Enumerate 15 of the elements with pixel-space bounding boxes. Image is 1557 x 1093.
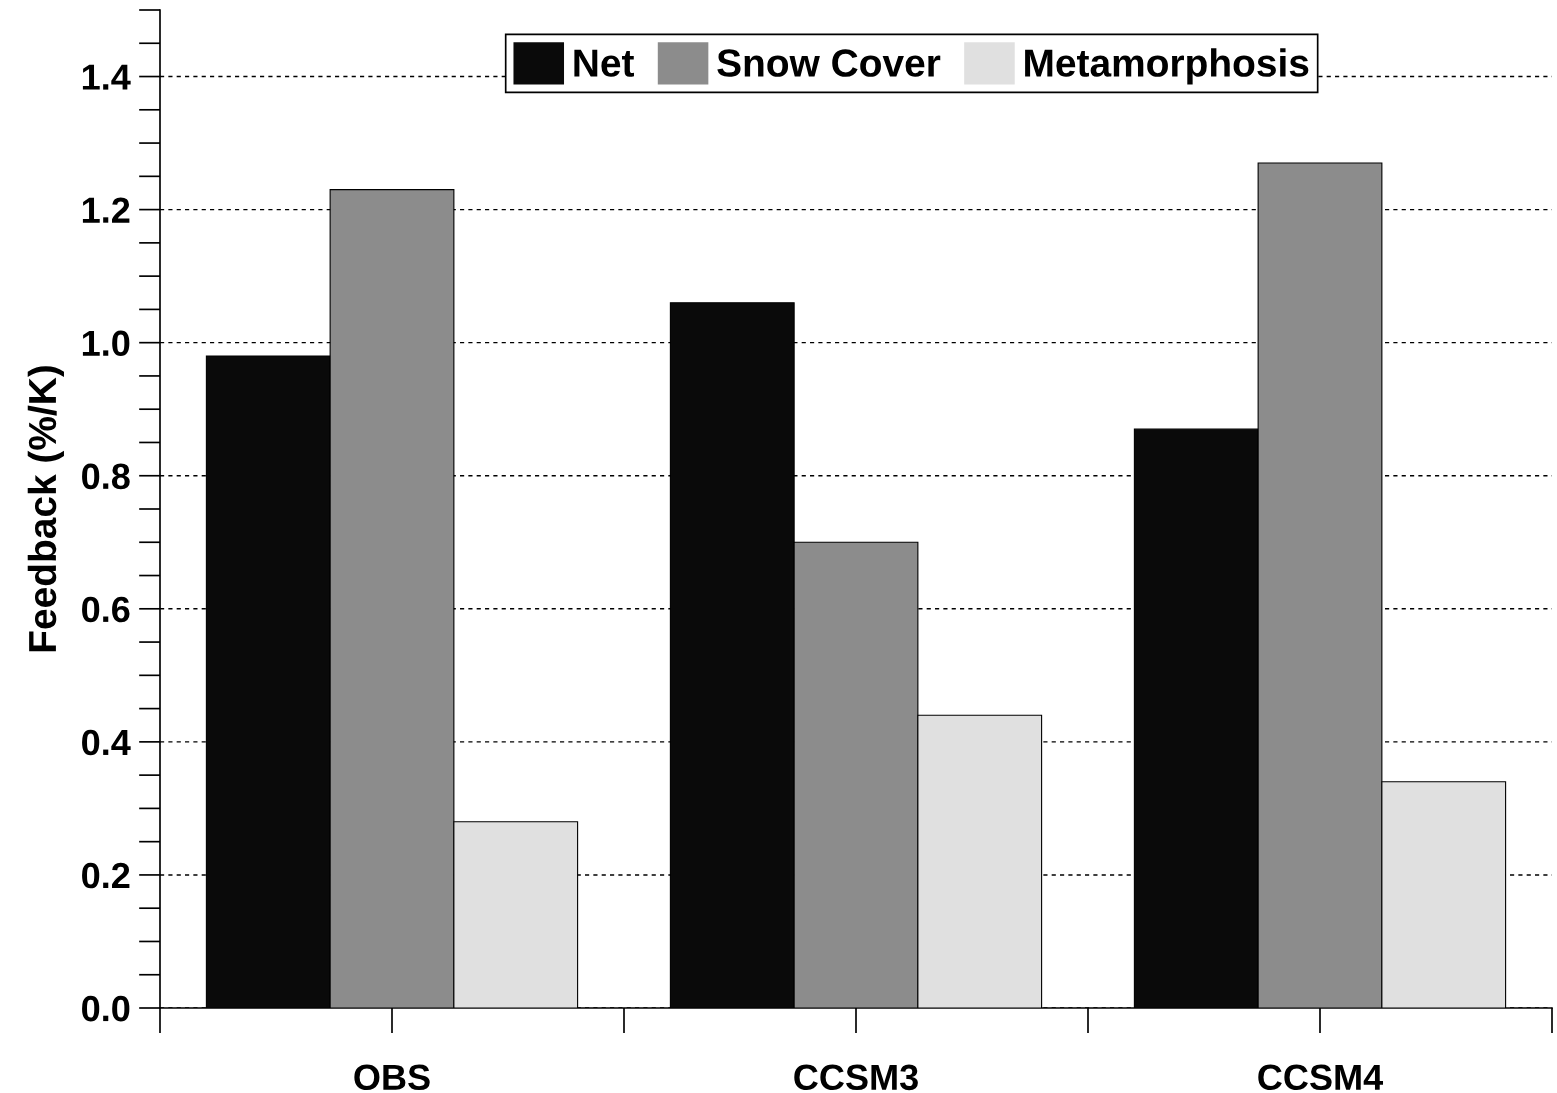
- y-tick-label: 0.4: [82, 729, 131, 756]
- y-tick-label: 1.2: [82, 197, 130, 223]
- legend-label: Net: [574, 49, 634, 77]
- y-tick-label: 0.6: [82, 596, 130, 623]
- x-tick-label: CCSM4: [1258, 1064, 1384, 1091]
- y-tick-label: 0.8: [82, 463, 130, 490]
- y-tick-label: 1.4: [82, 64, 131, 90]
- legend-label: Metamorphosis: [1025, 48, 1309, 85]
- legend-label: Snow Cover: [717, 49, 941, 77]
- x-tick-label: OBS: [354, 1064, 430, 1091]
- y-tick-label: 1.0: [82, 330, 130, 357]
- y-tick-label: 0.0: [82, 995, 130, 1022]
- x-tick-label: CCSM3: [794, 1064, 918, 1091]
- y-tick-label: 0.2: [82, 862, 130, 889]
- y-axis-title: Feedback (%/K): [27, 366, 64, 652]
